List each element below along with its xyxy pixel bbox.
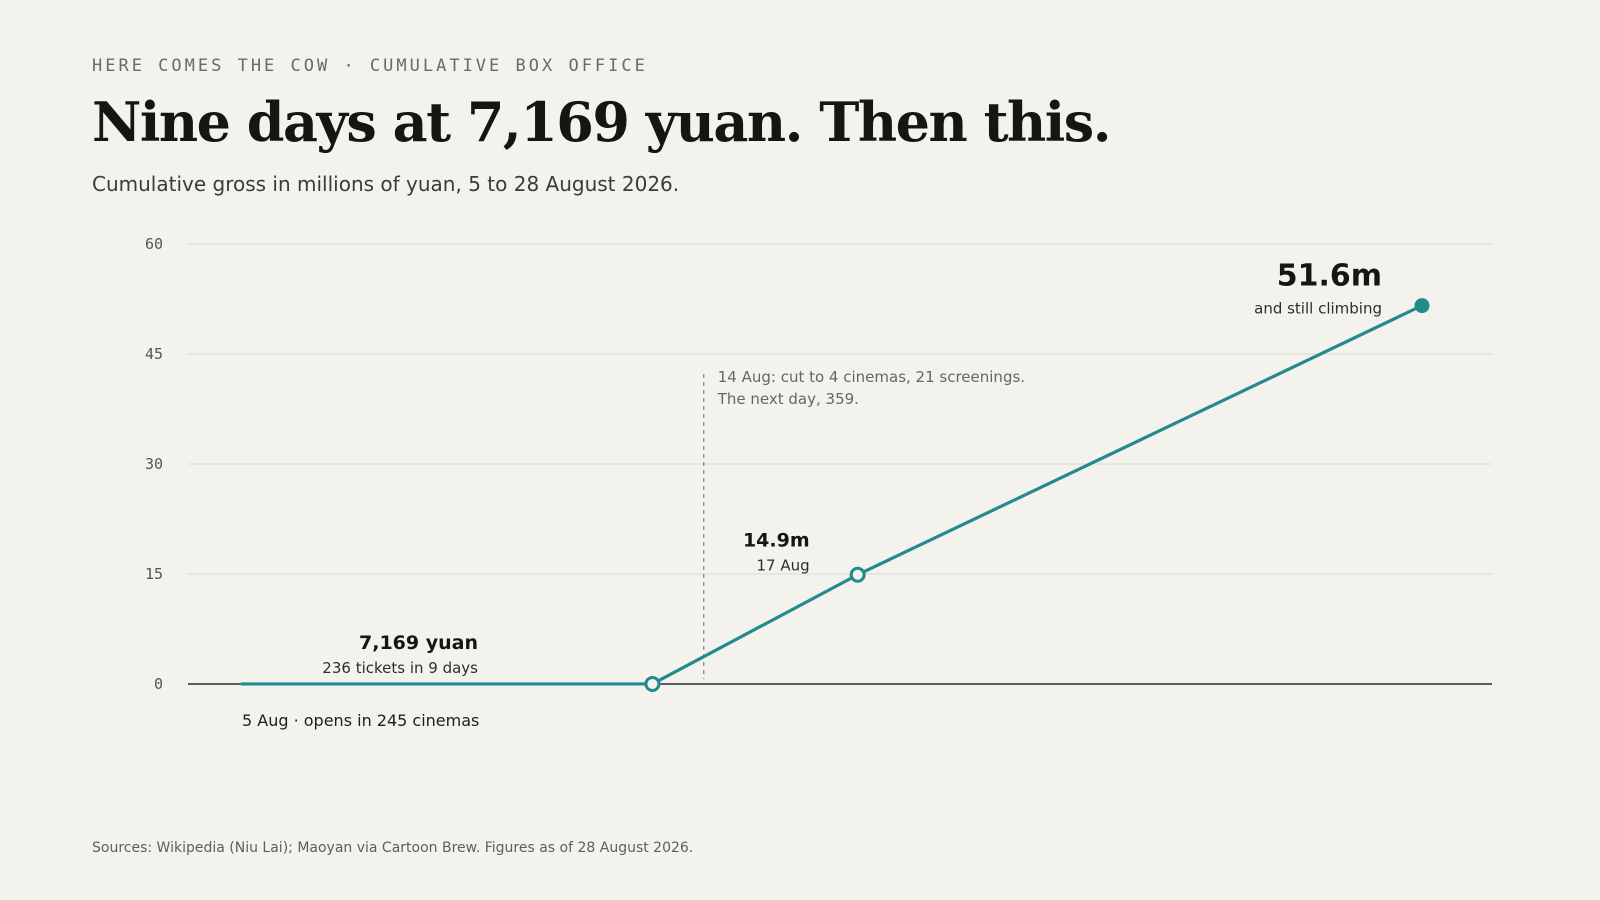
flat-value-label: 7,169 yuan [359,632,478,654]
data-point [644,675,661,692]
event-layer: 14 Aug: cut to 4 cinemas, 21 screenings.… [703,368,1025,679]
grid-layer: 0 15 30 45 60 [145,235,1492,693]
y-tick-label: 15 [145,565,163,583]
mid-date-label: 17 Aug [756,557,809,575]
flat-detail-label: 236 tickets in 9 days [322,659,478,677]
series-layer [240,298,1430,692]
y-tick-label: 30 [145,455,163,473]
y-tick-label: 60 [145,235,163,253]
y-tick-label: 45 [145,345,163,363]
chart-title: Nine days at 7,169 yuan. Then this. [92,90,1112,154]
chart-kicker: HERE COMES THE COW · CUMULATIVE BOX OFFI… [92,56,648,76]
end-detail-label: and still climbing [1254,300,1382,318]
chart-subtitle: Cumulative gross in millions of yuan, 5 … [92,172,680,196]
start-date-label: 5 Aug · opens in 245 cinemas [242,711,479,730]
source-note: Sources: Wikipedia (Niu Lai); Maoyan via… [92,840,694,856]
event-note-line-1: 14 Aug: cut to 4 cinemas, 21 screenings. [718,368,1025,386]
annotation-layer: 7,169 yuan 236 tickets in 9 days 5 Aug ·… [242,259,1382,730]
mid-value-label: 14.9m [743,530,810,552]
data-point [1414,298,1430,314]
series-line [240,304,1424,686]
end-value-label: 51.6m [1277,259,1382,294]
y-tick-label: 0 [154,675,163,693]
data-point [849,566,866,583]
event-note-line-2: The next day, 359. [717,390,859,408]
